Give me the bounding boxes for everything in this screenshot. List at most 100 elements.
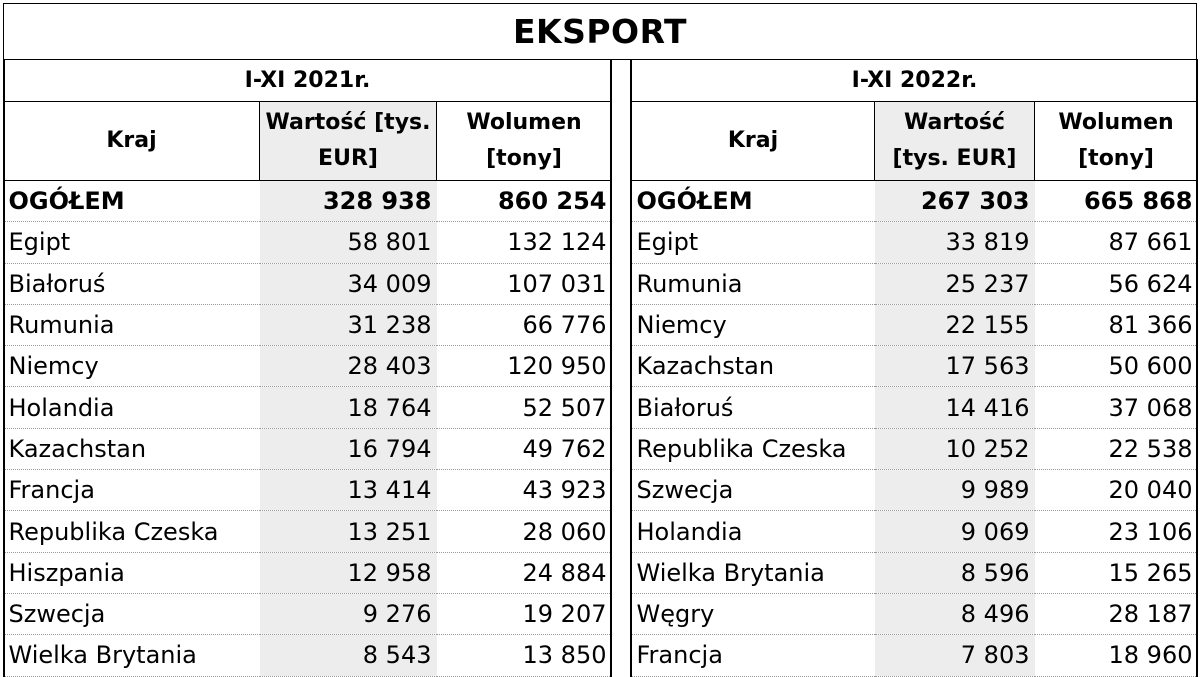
volume-cell: 860 254	[436, 180, 612, 223]
table-row: Kazachstan 16 794 49 762	[3, 428, 612, 471]
value-cell: 13 414	[259, 469, 437, 512]
value-cell: 8 543	[259, 634, 437, 677]
volume-cell: 19 207	[436, 593, 612, 636]
country-cell: Rumunia	[631, 263, 875, 305]
volume-cell: 37 068	[1034, 386, 1198, 429]
value-cell: 28 403	[259, 345, 437, 388]
volume-cell: 43 923	[436, 469, 612, 512]
volume-cell: 24 884	[436, 552, 612, 594]
country-cell: Republika Czeska	[631, 428, 875, 471]
country-cell: Rumunia	[3, 304, 260, 347]
table-row: Republika Czeska 13 251 28 060	[3, 510, 612, 553]
table-row: Egipt 58 801 132 124	[3, 221, 612, 264]
volume-cell: 132 124	[436, 221, 612, 264]
border-line	[610, 59, 612, 677]
table-row: Francja 13 414 43 923	[3, 469, 612, 512]
period-header: I-XI 2021r.	[3, 59, 612, 102]
value-cell: 17 563	[874, 345, 1035, 388]
column-header-value: Wartość [tys. EUR]	[874, 101, 1035, 181]
table-row: Węgry 8 496 28 187	[631, 593, 1198, 636]
table-row: Szwecja 9 989 20 040	[631, 469, 1198, 512]
volume-cell: 50 600	[1034, 345, 1198, 388]
border-line	[3, 59, 5, 677]
export-table-2022: I-XI 2022r. Kraj Wartość [tys. EUR] Wolu…	[631, 59, 1198, 677]
table-row: Holandia 9 069 23 106	[631, 510, 1198, 553]
country-cell: Węgry	[631, 593, 875, 636]
country-cell: Kazachstan	[631, 345, 875, 388]
country-cell: Białoruś	[3, 263, 260, 305]
table-row: Rumunia 31 238 66 776	[3, 304, 612, 347]
table-row: Egipt 33 819 87 661	[631, 221, 1198, 264]
volume-cell: 28 187	[1034, 593, 1198, 636]
volume-cell: 665 868	[1034, 180, 1198, 223]
value-cell: 328 938	[259, 180, 437, 223]
value-cell: 9 276	[259, 593, 437, 636]
volume-cell: 52 507	[436, 386, 612, 429]
volume-cell: 28 060	[436, 510, 612, 553]
value-cell: 16 794	[259, 428, 437, 471]
column-header-volume: Wolumen [tony]	[1034, 101, 1198, 181]
table-row: Niemcy 22 155 81 366	[631, 304, 1198, 347]
value-cell: 9 989	[874, 469, 1035, 512]
country-cell: Szwecja	[631, 469, 875, 512]
volume-cell: 81 366	[1034, 304, 1198, 347]
country-cell: Szwecja	[3, 593, 260, 636]
volume-cell: 49 762	[436, 428, 612, 471]
table-row: OGÓŁEM 328 938 860 254	[3, 180, 612, 223]
table-body: OGÓŁEM 267 303 665 868 Egipt 33 819 87 661 Rum…	[631, 180, 1198, 677]
volume-cell: 22 538	[1034, 428, 1198, 471]
country-cell: Wielka Brytania	[631, 552, 875, 594]
country-cell: Francja	[3, 469, 260, 512]
country-cell: Niemcy	[3, 345, 260, 388]
table-row: Białoruś 14 416 37 068	[631, 386, 1198, 429]
volume-cell: 87 661	[1034, 221, 1198, 264]
value-cell: 34 009	[259, 263, 437, 305]
volume-cell: 13 850	[436, 634, 612, 677]
page-title: EKSPORT	[3, 3, 1197, 60]
value-cell: 8 496	[874, 593, 1035, 636]
country-cell: Francja	[631, 634, 875, 677]
value-cell: 7 803	[874, 634, 1035, 677]
volume-cell: 66 776	[436, 304, 612, 347]
export-table-2021: I-XI 2021r. Kraj Wartość [tys. EUR] Wolu…	[3, 59, 612, 677]
border-line	[1196, 59, 1198, 677]
volume-cell: 20 040	[1034, 469, 1198, 512]
table-row: Hiszpania 12 958 24 884	[3, 552, 612, 594]
value-cell: 33 819	[874, 221, 1035, 264]
country-cell: Holandia	[3, 386, 260, 429]
volume-cell: 23 106	[1034, 510, 1198, 553]
volume-cell: 56 624	[1034, 263, 1198, 305]
country-cell: Białoruś	[631, 386, 875, 429]
volume-cell: 18 960	[1034, 634, 1198, 677]
country-cell: Egipt	[3, 221, 260, 264]
volume-cell: 120 950	[436, 345, 612, 388]
country-cell: Republika Czeska	[3, 510, 260, 553]
volume-cell: 107 031	[436, 263, 612, 305]
country-cell: OGÓŁEM	[3, 180, 260, 223]
value-cell: 10 252	[874, 428, 1035, 471]
table-row: Szwecja 9 276 19 207	[3, 593, 612, 636]
value-cell: 18 764	[259, 386, 437, 429]
column-header-value: Wartość [tys. EUR]	[259, 101, 437, 181]
value-cell: 25 237	[874, 263, 1035, 305]
column-header-country: Kraj	[3, 101, 260, 181]
table-row: Kazachstan 17 563 50 600	[631, 345, 1198, 388]
value-cell: 9 069	[874, 510, 1035, 553]
value-cell: 267 303	[874, 180, 1035, 223]
value-cell: 14 416	[874, 386, 1035, 429]
table-row: Republika Czeska 10 252 22 538	[631, 428, 1198, 471]
value-cell: 13 251	[259, 510, 437, 553]
table-row: Wielka Brytania 8 596 15 265	[631, 552, 1198, 594]
table-row: Wielka Brytania 8 543 13 850	[3, 634, 612, 677]
table-row: Niemcy 28 403 120 950	[3, 345, 612, 388]
value-cell: 58 801	[259, 221, 437, 264]
country-cell: OGÓŁEM	[631, 180, 875, 223]
column-header-volume: Wolumen [tony]	[436, 101, 612, 181]
country-cell: Hiszpania	[3, 552, 260, 594]
period-header: I-XI 2022r.	[631, 59, 1198, 102]
country-cell: Egipt	[631, 221, 875, 264]
country-cell: Wielka Brytania	[3, 634, 260, 677]
volume-cell: 15 265	[1034, 552, 1198, 594]
table-body: OGÓŁEM 328 938 860 254 Egipt 58 801 132 124 Bi…	[3, 180, 612, 677]
table-row: Rumunia 25 237 56 624	[631, 263, 1198, 305]
